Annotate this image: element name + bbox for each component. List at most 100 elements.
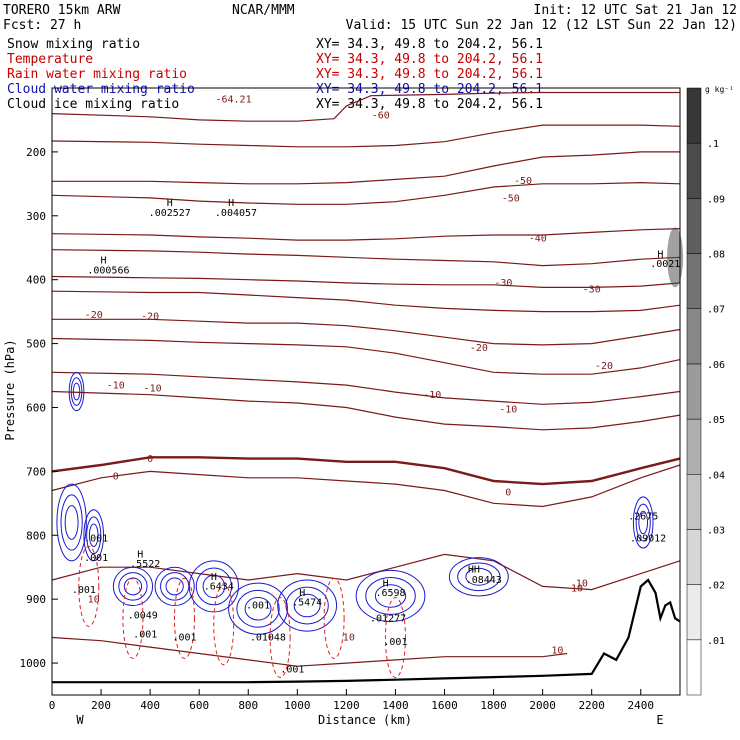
- temperature-contour: [51, 275, 681, 288]
- colorbar-label: .06: [707, 360, 725, 371]
- field-name: Cloud water mixing ratio: [7, 82, 195, 97]
- cloud-water-contour: [355, 569, 426, 623]
- x-axis-label: Distance (km): [318, 713, 412, 727]
- colorbar-label: .07: [707, 305, 725, 316]
- contour-label: .0049: [128, 610, 158, 621]
- contour-label: -20: [470, 343, 488, 354]
- init-time: Init: 12 UTC Sat 21 Jan 12: [534, 3, 738, 18]
- contour-label: 10: [576, 578, 588, 589]
- y-tick-label: 700: [26, 465, 46, 478]
- cloud-water-contour: [374, 584, 407, 608]
- colorbar-segment: [686, 639, 702, 696]
- x-tick-label: 400: [140, 699, 160, 712]
- cloud-water-contour: [277, 579, 338, 632]
- y-tick-label: 900: [26, 593, 46, 606]
- cloud-water-contour: [160, 572, 190, 601]
- colorbar-label: .09: [707, 194, 725, 205]
- contour-label: H: [101, 256, 107, 267]
- cloud-water-contour: [72, 382, 81, 401]
- temperature-contour: [52, 318, 681, 346]
- plot-area: H.002527H.004057H.000566H.0021.001H.6434…: [20, 87, 684, 712]
- temperature-contour: [51, 371, 681, 405]
- field-xy: XY= 34.3, 49.8 to 204.2, 56.1: [316, 67, 543, 82]
- contour-label: HH: [468, 564, 480, 575]
- contour-label: 0: [113, 472, 119, 483]
- contour-label: H: [211, 572, 217, 583]
- contour-label: H: [657, 249, 663, 260]
- contour-label: H: [137, 550, 143, 561]
- contour-label: 10: [571, 583, 583, 594]
- contour-label: -10: [107, 380, 125, 391]
- west-endpoint: W: [76, 713, 84, 727]
- contour-label: .001: [280, 665, 304, 676]
- contour-label: .01048: [250, 633, 286, 644]
- forecast-hour: Fcst: 27 h: [3, 18, 81, 33]
- contour-label: .001: [383, 637, 407, 648]
- cloud-water-contour: [68, 371, 85, 412]
- cloud-water-contour: [56, 483, 87, 562]
- temperature-contour: [51, 636, 568, 667]
- contour-label: -50: [502, 194, 520, 205]
- temperature-contour: [51, 249, 681, 267]
- temperature-contour: [51, 337, 681, 375]
- temperature-contour: [51, 290, 681, 313]
- model-title: TORERO 15km ARW: [3, 3, 121, 18]
- colorbar: .01 .02 .03 .04 .05 .06 .07 .08 .09 .1 g kg⁻¹: [686, 85, 734, 696]
- temperature-contour: [52, 151, 680, 185]
- contour-label: -64.21: [215, 95, 251, 106]
- contour-label: .001: [72, 585, 96, 596]
- cloud-water-contour: [638, 510, 649, 535]
- field-name: Rain water mixing ratio: [7, 67, 187, 82]
- cloud-water-contour: [285, 586, 329, 625]
- contour-label: .6598: [375, 588, 405, 599]
- colorbar-segment: [686, 308, 702, 365]
- contour-label: -60: [372, 111, 390, 122]
- colorbar-segment: [686, 474, 702, 530]
- colorbar-label: .1: [707, 139, 719, 150]
- contour-label: .5474: [292, 598, 322, 609]
- contour-label: .5522: [130, 559, 160, 570]
- cloud-water-contour: [60, 494, 83, 551]
- x-tick-label: 200: [91, 699, 111, 712]
- contour-label: -20: [595, 361, 613, 372]
- colorbar-segment: [686, 87, 702, 144]
- contour-label: .001: [84, 534, 108, 545]
- colorbar-segment: [686, 363, 702, 420]
- x-tick-label: 2000: [529, 699, 556, 712]
- colorbar-segment: [686, 418, 702, 475]
- contour-label: 10: [551, 645, 563, 656]
- contour-label: .001: [246, 601, 270, 612]
- field-xy: XY= 34.3, 49.8 to 204.2, 56.1: [316, 97, 543, 112]
- colorbar-segment: [686, 529, 702, 585]
- cloud-water-contour: [635, 503, 651, 542]
- colorbar-label: .03: [707, 525, 725, 536]
- y-tick-label: 400: [26, 274, 46, 287]
- contour-label: -10: [423, 390, 441, 401]
- cloud-water-contour: [88, 523, 99, 548]
- contour-label: .004057: [215, 208, 257, 219]
- contour-label: -30: [494, 278, 512, 289]
- contour-label: .001: [84, 553, 108, 564]
- cloud-water-contour: [448, 557, 509, 597]
- contour-label: .002527: [149, 208, 191, 219]
- contour-label: -20: [141, 311, 159, 322]
- contour-label: .001: [133, 629, 157, 640]
- valid-time: Valid: 15 UTC Sun 22 Jan 12 (12 LST Sun …: [346, 18, 737, 33]
- rain-water-contour: [173, 577, 195, 659]
- y-tick-label: 1000: [20, 657, 47, 670]
- colorbar-segment: [686, 198, 702, 254]
- colorbar-segment: [686, 253, 702, 309]
- contour-label: -10: [144, 384, 162, 395]
- y-tick-label: 600: [26, 401, 46, 414]
- contour-label: .0021: [650, 259, 680, 270]
- x-tick-label: 1000: [284, 699, 311, 712]
- x-tick-label: 2200: [578, 699, 605, 712]
- contour-label: .000566: [87, 265, 129, 276]
- cloud-water-contour: [64, 505, 79, 540]
- field-xy: XY= 34.3, 49.8 to 204.2, 56.1: [316, 37, 543, 52]
- temperature-contour: [51, 91, 680, 122]
- colorbar-label: .08: [707, 250, 725, 261]
- contour-label: -10: [499, 405, 517, 416]
- contour-label: .6434: [204, 582, 234, 593]
- temperature-contour: [51, 553, 681, 591]
